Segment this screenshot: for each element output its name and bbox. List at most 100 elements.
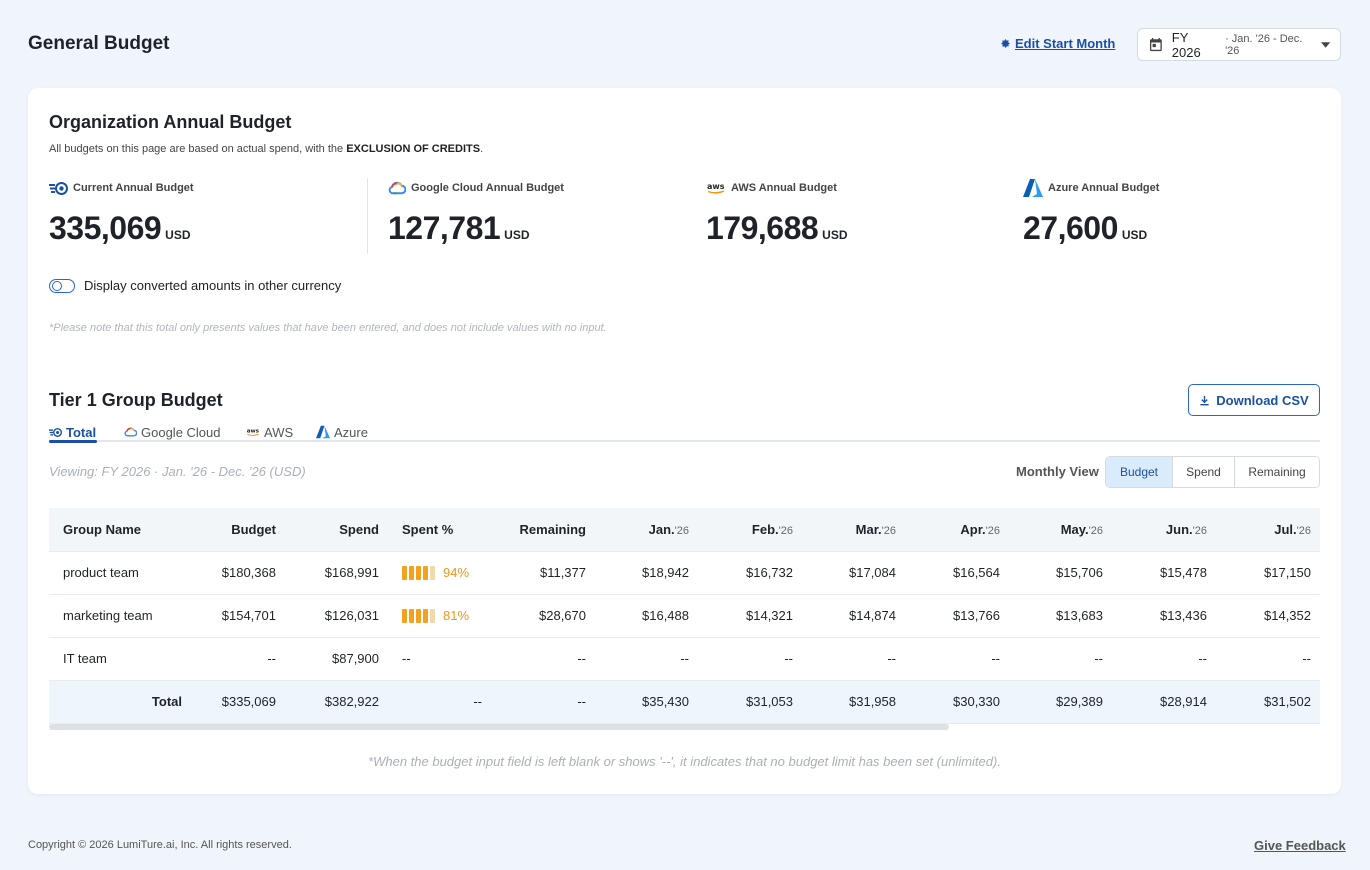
spent-pct-indicator: 81% — [402, 608, 482, 623]
tab-google-cloud[interactable]: Google Cloud — [124, 422, 221, 442]
month-budget-cell[interactable]: $13,766 — [905, 594, 1009, 638]
group-budget-table: Group Name Budget Spend Spent % Remainin… — [49, 508, 1320, 724]
month-budget-cell[interactable]: -- — [905, 637, 1009, 681]
tab-total[interactable]: Total — [49, 422, 96, 442]
org-budget-title: Organization Annual Budget — [49, 112, 292, 132]
total-month-cell: $30,330 — [905, 680, 1009, 724]
month-budget-cell[interactable]: -- — [1009, 637, 1112, 681]
kpi-label: Current Annual Budget — [73, 182, 194, 194]
fiscal-year-select[interactable]: FY 2026 · Jan. '26 - Dec. '26 — [1137, 28, 1341, 61]
group-budget-table-container: Group Name Budget Spend Spent % Remainin… — [49, 508, 1320, 724]
month-name: Jun. — [1165, 521, 1193, 537]
month-budget-cell[interactable]: $17,084 — [802, 551, 905, 595]
table-row: marketing team $154,701 $126,031 81% $28,670… — [49, 594, 1320, 638]
budget-cell[interactable]: $154,701 — [191, 594, 285, 638]
month-budget-cell[interactable]: $15,478 — [1112, 551, 1216, 595]
month-budget-cell[interactable]: $17,150 — [1216, 551, 1320, 595]
desc-suffix: . — [480, 143, 484, 155]
col-month: Apr.'26 — [905, 508, 1009, 552]
kpi-unit: USD — [504, 228, 530, 242]
lumiture-logo-icon — [49, 427, 62, 437]
segment-remaining[interactable]: Remaining — [1235, 457, 1319, 487]
month-budget-cell[interactable]: -- — [698, 637, 802, 681]
month-budget-cell[interactable]: -- — [595, 637, 698, 681]
desc-bold: EXCLUSION OF CREDITS — [346, 143, 481, 155]
table-total-row: Total $335,069 $382,922 -- -- $35,430 $31,053 $… — [49, 680, 1320, 724]
currency-toggle[interactable] — [49, 278, 75, 293]
month-budget-cell[interactable]: -- — [1112, 637, 1216, 681]
month-year: '26 — [985, 524, 1000, 537]
total-month-cell: $31,502 — [1216, 680, 1320, 724]
kpi-unit: USD — [822, 228, 848, 242]
progress-segment — [402, 565, 407, 580]
progress-segment — [416, 565, 421, 580]
lumiture-logo-icon — [49, 181, 68, 195]
kpi-label: AWS Annual Budget — [731, 182, 837, 194]
month-budget-cell[interactable]: $13,436 — [1112, 594, 1216, 638]
month-name: Mar. — [855, 521, 882, 537]
budget-cell[interactable]: $180,368 — [191, 551, 285, 595]
segment-budget[interactable]: Budget — [1106, 457, 1173, 487]
group-name-cell: marketing team — [49, 594, 191, 638]
month-name: Feb. — [751, 521, 779, 537]
spent-pct-indicator: 94% — [402, 565, 482, 580]
col-budget: Budget — [191, 508, 285, 552]
provider-tabs: Total Google Cloud aws AWS Azure — [49, 420, 1320, 443]
edit-start-month-label: Edit Start Month — [1015, 36, 1116, 51]
org-budget-description: All budgets on this page are based on ac… — [49, 143, 483, 155]
month-budget-cell[interactable]: -- — [802, 637, 905, 681]
monthly-view-label: Monthly View — [1016, 464, 1099, 479]
progress-segment — [430, 565, 435, 580]
month-year: '26 — [1088, 524, 1103, 537]
month-budget-cell[interactable]: $18,942 — [595, 551, 698, 595]
month-budget-cell[interactable]: $15,706 — [1009, 551, 1112, 595]
calendar-icon — [1149, 37, 1162, 52]
spent-progress-bar — [402, 608, 435, 623]
budget-cell[interactable]: -- — [191, 637, 285, 681]
month-budget-cell[interactable]: $14,352 — [1216, 594, 1320, 638]
download-csv-label: Download CSV — [1216, 392, 1309, 408]
kpi-label-row: aws AWS Annual Budget — [706, 178, 1006, 198]
total-note: *Please note that this total only presen… — [49, 322, 607, 334]
table-row: IT team -- $87,900 -- -- -- -- -- -- -- -- -- — [49, 637, 1320, 681]
month-budget-cell[interactable]: $16,732 — [698, 551, 802, 595]
month-budget-cell[interactable]: -- — [1216, 637, 1320, 681]
col-month: Mar.'26 — [802, 508, 905, 552]
total-spend-cell: $382,922 — [285, 680, 388, 724]
give-feedback-link[interactable]: Give Feedback — [1254, 838, 1346, 853]
fiscal-year-range: · Jan. '26 - Dec. '26 — [1225, 32, 1303, 57]
kpi-divider — [367, 178, 368, 254]
tab-aws[interactable]: aws AWS — [246, 422, 293, 442]
total-month-cell: $35,430 — [595, 680, 698, 724]
remaining-cell: -- — [491, 637, 595, 681]
tab-label: Google Cloud — [141, 424, 221, 440]
tab-label: Total — [66, 424, 97, 440]
aws-icon: aws — [247, 429, 260, 436]
month-year: '26 — [881, 524, 896, 537]
total-pct-cell: -- — [388, 680, 491, 724]
month-name: Jul. — [1274, 521, 1297, 537]
edit-start-month-link[interactable]: Edit Start Month — [1000, 36, 1115, 51]
col-month: May.'26 — [1009, 508, 1112, 552]
table-horizontal-scrollbar[interactable] — [49, 724, 949, 730]
tab-azure[interactable]: Azure — [316, 422, 368, 442]
month-budget-cell[interactable]: $14,321 — [698, 594, 802, 638]
month-year: '26 — [1192, 524, 1207, 537]
month-budget-cell[interactable]: $16,564 — [905, 551, 1009, 595]
viewing-label: Viewing: FY 2026 · Jan. '26 - Dec. '26 (… — [49, 464, 306, 479]
svg-text:aws: aws — [247, 429, 260, 435]
aws-icon: aws — [707, 182, 725, 194]
kpi-value: 179,688 — [706, 210, 819, 246]
month-name: Jan. — [648, 521, 675, 537]
kpi-label: Azure Annual Budget — [1048, 182, 1160, 194]
download-csv-button[interactable]: Download CSV — [1188, 384, 1320, 416]
month-budget-cell[interactable]: $16,488 — [595, 594, 698, 638]
kpi-aws-budget: aws AWS Annual Budget 179,688 USD — [706, 178, 1006, 258]
download-icon — [1200, 395, 1209, 405]
caret-down-icon — [1320, 41, 1331, 48]
col-month: Jul.'26 — [1216, 508, 1320, 552]
segment-spend[interactable]: Spend — [1173, 457, 1235, 487]
month-budget-cell[interactable]: $14,874 — [802, 594, 905, 638]
month-budget-cell[interactable]: $13,683 — [1009, 594, 1112, 638]
progress-segment — [402, 608, 407, 623]
